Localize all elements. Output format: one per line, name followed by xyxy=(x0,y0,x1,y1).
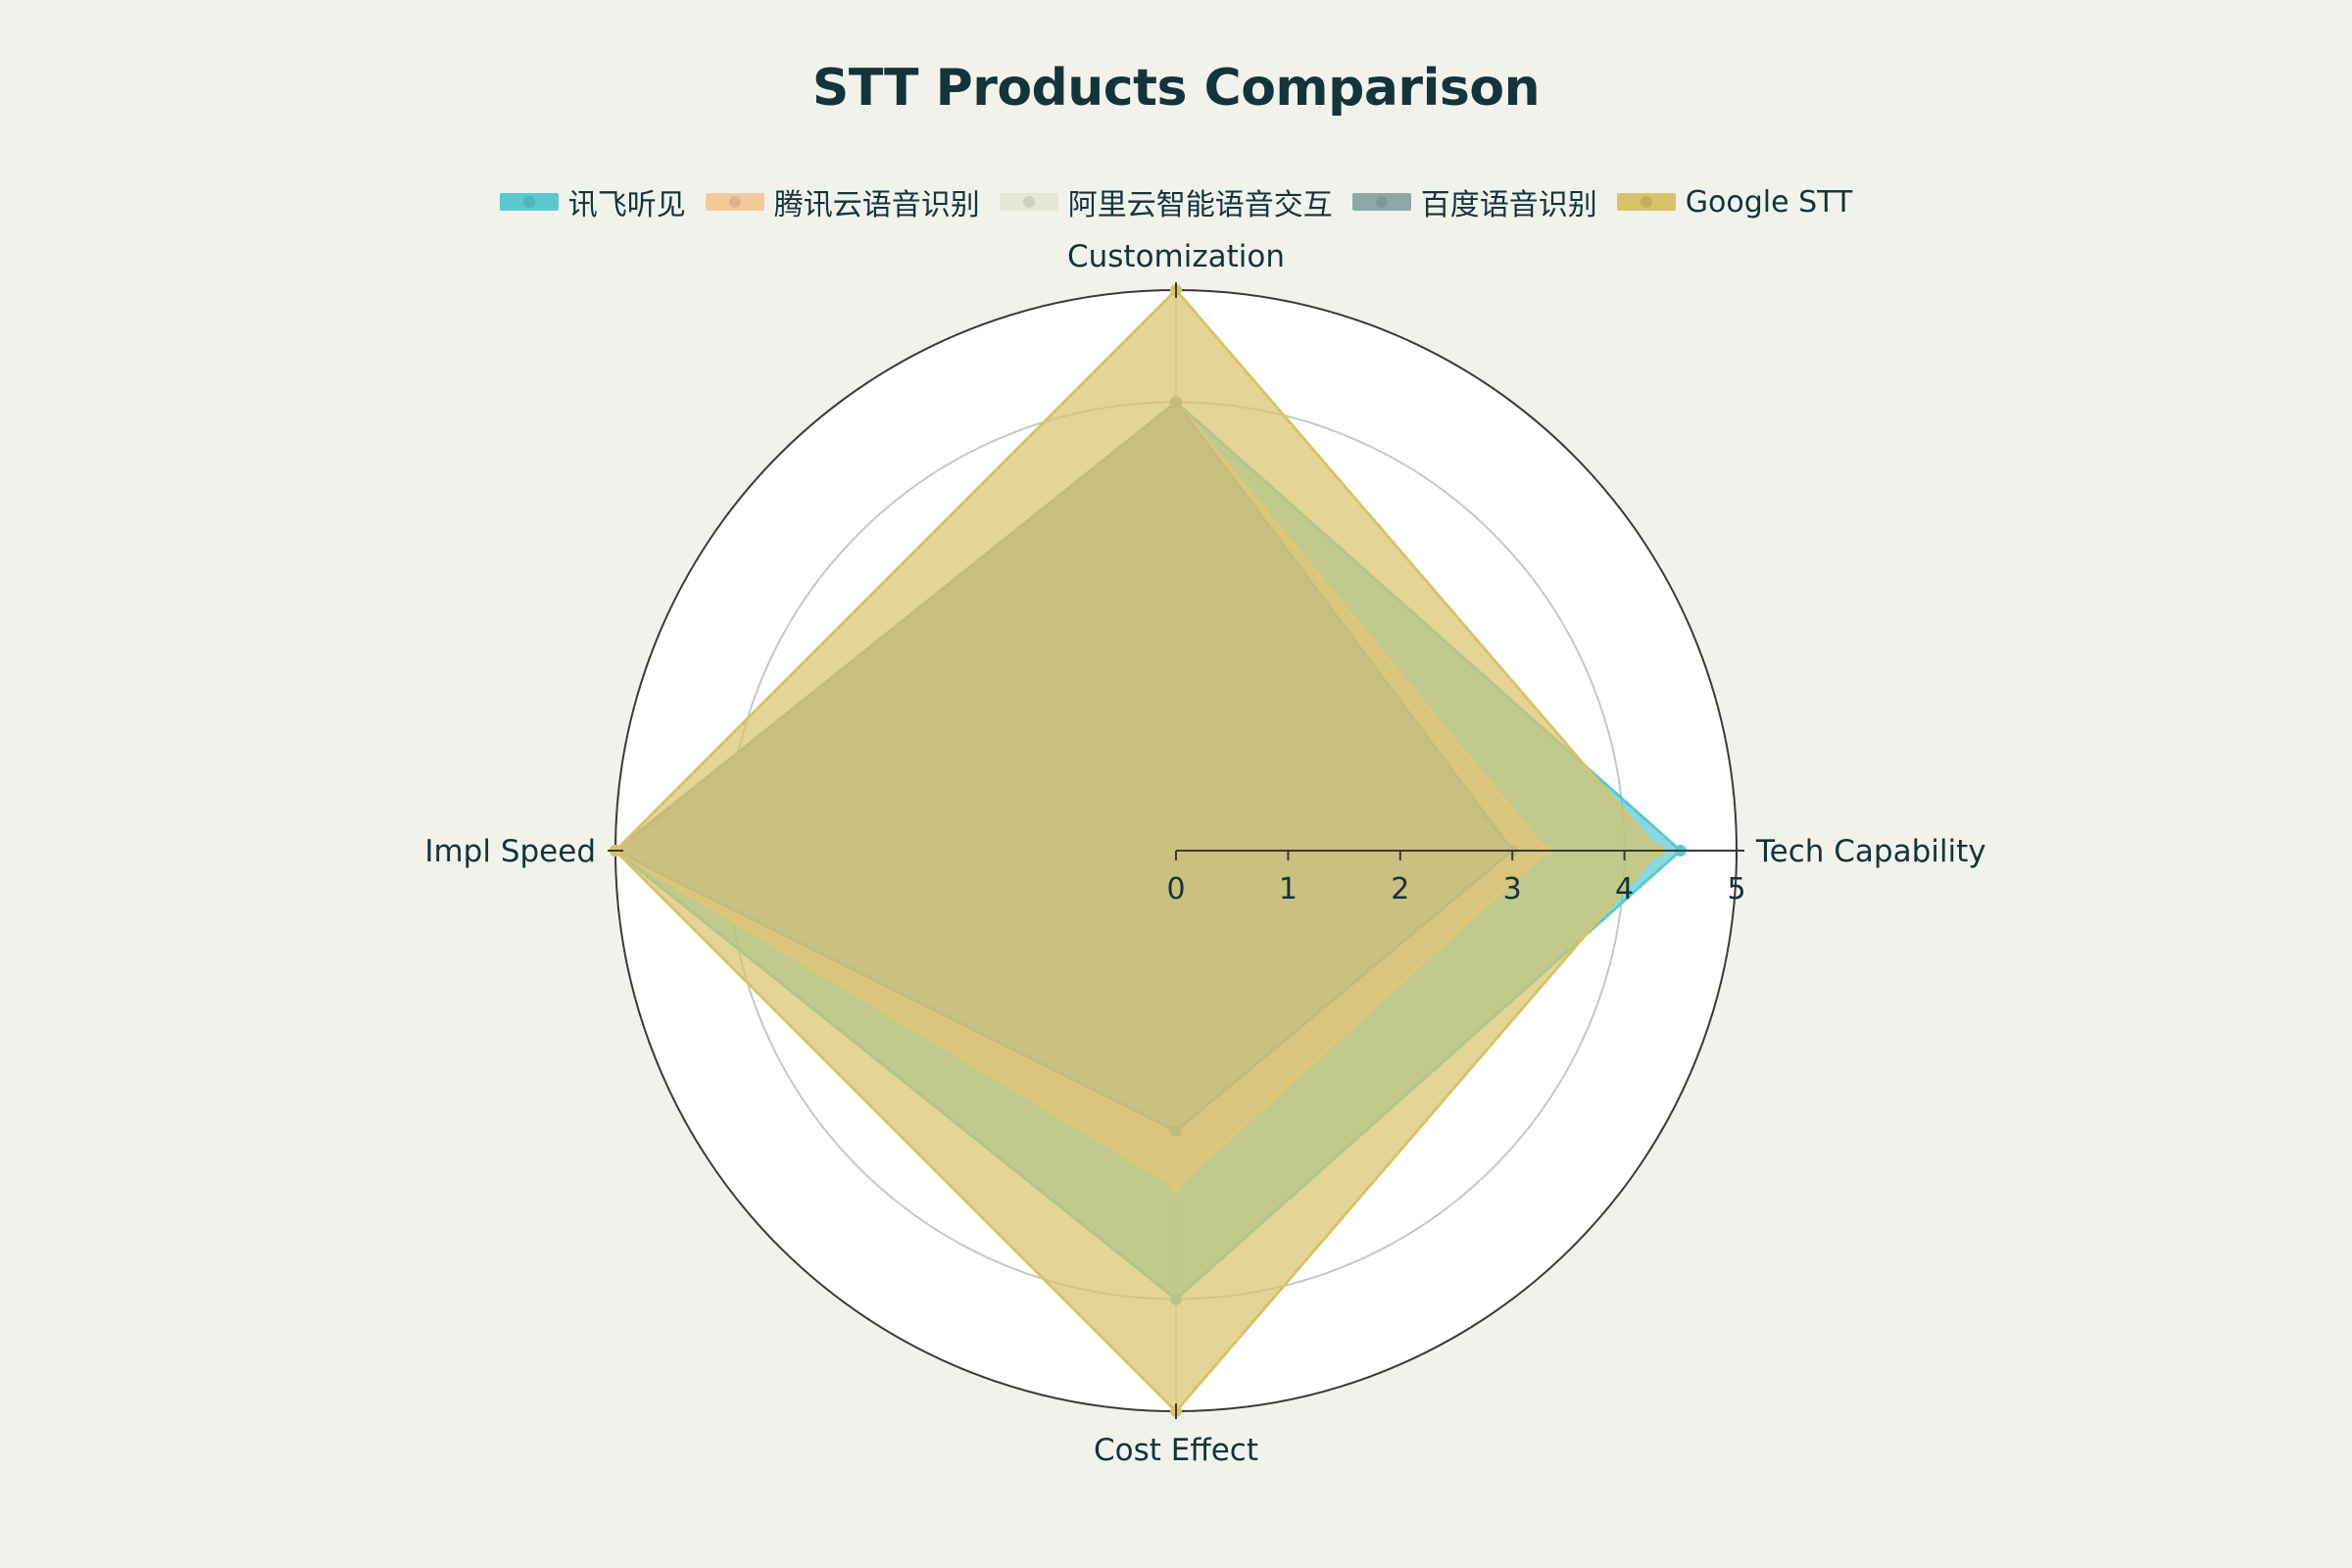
radial-tick-label: 3 xyxy=(1503,872,1522,906)
radial-tick-label: 5 xyxy=(1727,872,1745,906)
legend-label: 百度语音识别 xyxy=(1420,188,1597,222)
radial-tick-label: 0 xyxy=(1166,872,1185,906)
chart-title: STT Products Comparison xyxy=(811,59,1541,118)
legend-item[interactable]: 阿里云智能语音交互 xyxy=(999,180,1333,223)
radial-tick-label: 2 xyxy=(1391,872,1409,906)
axis-label-cost-effect: Cost Effect xyxy=(1094,1433,1258,1468)
legend-swatch xyxy=(1351,193,1411,211)
legend-swatch xyxy=(1616,193,1676,211)
radial-tick-label: 4 xyxy=(1615,872,1634,906)
legend-label: 阿里云智能语音交互 xyxy=(1067,188,1333,222)
legend-label: 讯飞听见 xyxy=(567,188,686,222)
axis-label-tech-capability: Tech Capability xyxy=(1755,834,1986,869)
legend-swatch xyxy=(499,193,559,211)
legend-label: 腾讯云语音识别 xyxy=(773,188,980,222)
axis-label-customization: Customization xyxy=(1067,239,1285,274)
legend-item[interactable]: 百度语音识别 xyxy=(1351,180,1597,223)
legend-swatch xyxy=(999,193,1058,211)
legend-label: Google STT xyxy=(1685,184,1853,220)
legend-item[interactable]: Google STT xyxy=(1616,184,1853,220)
radial-tick-label: 1 xyxy=(1279,872,1298,906)
legend: 讯飞听见 腾讯云语音识别 阿里云智能语音交互 百度语音识别 Google STT xyxy=(0,180,2352,223)
axis-label-impl-speed: Impl Speed xyxy=(424,834,596,869)
legend-item[interactable]: 腾讯云语音识别 xyxy=(705,180,980,223)
legend-swatch xyxy=(705,193,764,211)
legend-item[interactable]: 讯飞听见 xyxy=(499,180,686,223)
